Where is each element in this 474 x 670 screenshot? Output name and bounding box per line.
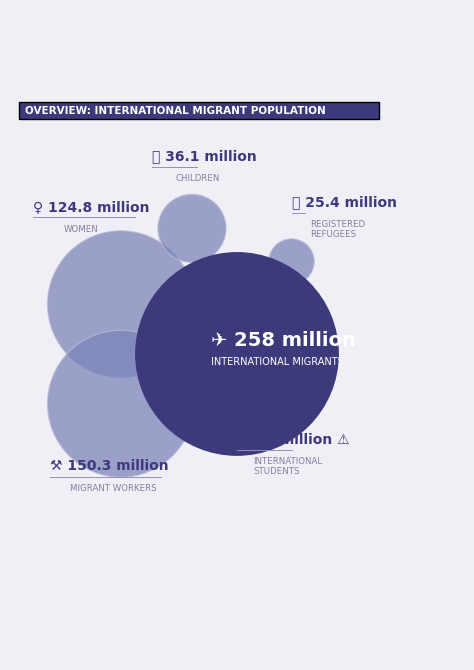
Text: REGISTERED
REFUGEES: REGISTERED REFUGEES xyxy=(310,220,365,239)
Circle shape xyxy=(158,194,226,263)
Text: WOMEN: WOMEN xyxy=(64,224,99,234)
Text: ♀ 124.8 million: ♀ 124.8 million xyxy=(33,200,150,214)
Text: INTERNATIONAL MIGRANTS: INTERNATIONAL MIGRANTS xyxy=(211,358,344,367)
Text: INTERNATIONAL
STUDENTS: INTERNATIONAL STUDENTS xyxy=(254,457,323,476)
Text: OVERVIEW: INTERNATIONAL MIGRANT POPULATION: OVERVIEW: INTERNATIONAL MIGRANT POPULATI… xyxy=(25,106,325,116)
Circle shape xyxy=(47,230,194,378)
Circle shape xyxy=(269,239,314,284)
FancyBboxPatch shape xyxy=(19,103,379,119)
Text: 👶 36.1 million: 👶 36.1 million xyxy=(152,149,256,163)
Text: CHILDREN: CHILDREN xyxy=(175,174,220,183)
Circle shape xyxy=(47,330,194,477)
Circle shape xyxy=(135,252,339,456)
Text: 🌍 25.4 million: 🌍 25.4 million xyxy=(292,196,397,210)
Text: ⚒ 150.3 million: ⚒ 150.3 million xyxy=(50,460,168,474)
Text: ✈ 258 million: ✈ 258 million xyxy=(211,331,356,350)
Text: MIGRANT WORKERS: MIGRANT WORKERS xyxy=(70,484,157,493)
Circle shape xyxy=(267,398,307,438)
Text: 🎓 4.8 million ⚠: 🎓 4.8 million ⚠ xyxy=(237,432,350,446)
